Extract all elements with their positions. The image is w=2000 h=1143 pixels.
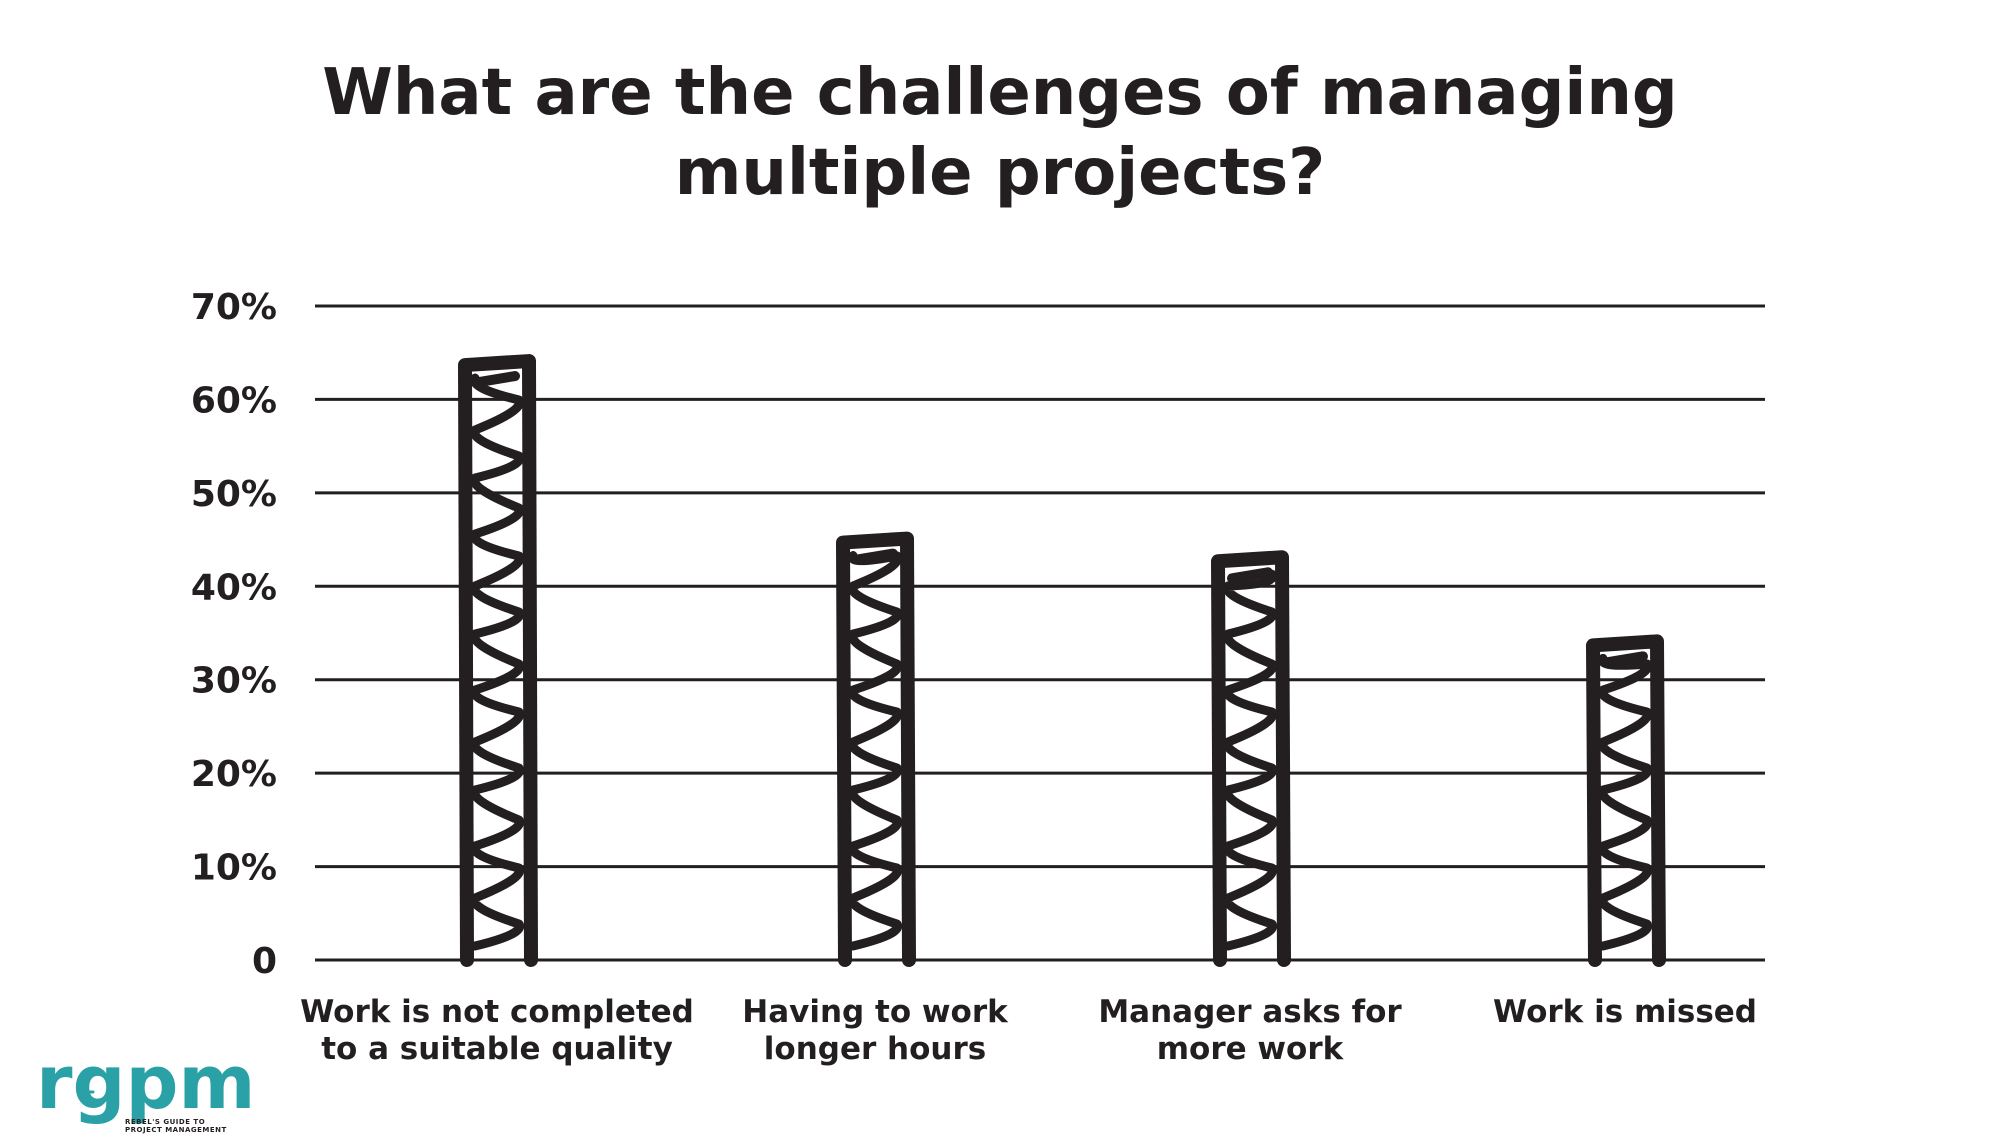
chart-title: What are the challenges of managingmulti… [322, 56, 1677, 210]
y-tick-label: 10% [191, 848, 277, 889]
category-label: Having to work [742, 994, 1009, 1030]
y-tick-label: 40% [191, 567, 277, 608]
clock-icon [84, 1080, 95, 1094]
logo-wordmark: rgpm [36, 1040, 256, 1126]
bar-scribble [469, 373, 525, 951]
category-label: to a suitable quality [321, 1031, 673, 1067]
bars [458, 354, 1666, 967]
y-tick-label: 0 [252, 941, 277, 982]
category-label: Work is not completed [300, 994, 694, 1030]
chart-title-line: What are the challenges of managing [322, 56, 1677, 130]
bar-scribble-top [1227, 567, 1273, 584]
y-tick-label: 20% [191, 754, 277, 795]
bar [1211, 550, 1291, 967]
category-label: longer hours [764, 1031, 986, 1067]
logo-subtitle-line: REBEL'S GUIDE TO [125, 1118, 205, 1126]
bar-outline [1211, 550, 1291, 967]
gridlines [315, 304, 1765, 962]
category-label: Work is missed [1493, 994, 1757, 1030]
bar-scribble-top [1602, 651, 1648, 668]
y-tick-label: 50% [191, 474, 277, 515]
y-tick-label: 60% [191, 380, 277, 421]
bar-scribble [1597, 653, 1653, 951]
bar-scribble [1222, 569, 1278, 951]
bar [458, 354, 538, 967]
bar [836, 531, 916, 967]
bar-scribble-top [852, 548, 898, 565]
logo-subtitle-line: PROJECT MANAGEMENT [125, 1126, 227, 1134]
category-label: more work [1157, 1031, 1345, 1067]
bar-scribble [847, 551, 903, 951]
y-tick-label: 70% [191, 287, 277, 328]
bar-outline [836, 531, 916, 967]
chart-title-line: multiple projects? [675, 136, 1326, 210]
y-axis-ticks: 0 10% 20% 30% 40% 50% 60% 70% [191, 287, 277, 982]
bar-outline [458, 354, 538, 967]
bar-outline [1586, 634, 1666, 967]
category-label: Manager asks for [1098, 994, 1402, 1030]
y-tick-label: 30% [191, 661, 277, 702]
bar-scribble-top [474, 371, 520, 388]
bar [1586, 634, 1666, 967]
